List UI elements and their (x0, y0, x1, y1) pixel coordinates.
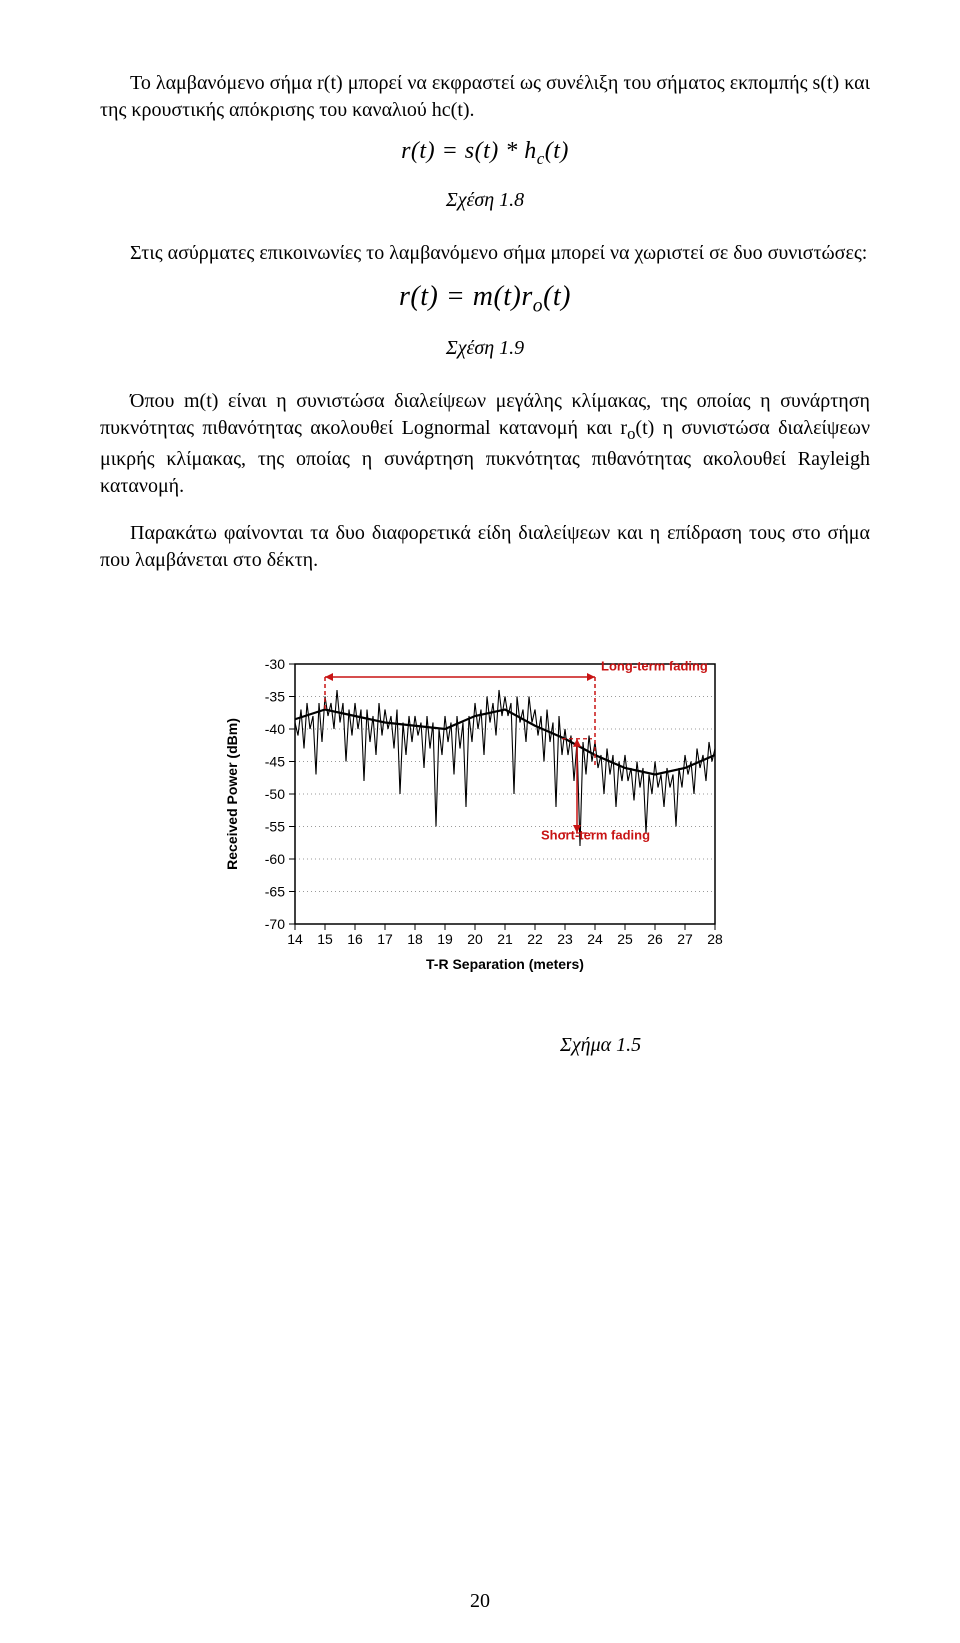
eq1-main: r(t) = s(t) * h (401, 138, 537, 164)
received-power-chart: -70 -65 -60 -55 -50 -45 -40 -35 -30 14 15 16 17 18 19 2… (215, 634, 755, 1014)
page-container: Το λαμβανόμενο σήμα r(t) μπορεί να εκφρα… (0, 0, 960, 1643)
svg-text:-35: -35 (265, 688, 285, 704)
eq2-main: r(t) = m(t)r (399, 281, 533, 312)
figure-wrap: -70 -65 -60 -55 -50 -45 -40 -35 -30 14 15 16 17 18 19 2… (100, 634, 870, 1014)
svg-text:26: 26 (647, 931, 663, 947)
eq1-tail: (t) (545, 138, 569, 164)
svg-text:Received Power (dBm): Received Power (dBm) (224, 718, 240, 870)
svg-text:Long-term fading: Long-term fading (601, 658, 708, 673)
svg-text:Short-term fading: Short-term fading (541, 827, 650, 842)
svg-text:20: 20 (467, 931, 483, 947)
eq2-sub: o (533, 295, 543, 316)
figure-caption: Σχήμα 1.5 (560, 1034, 870, 1057)
svg-text:18: 18 (407, 931, 423, 947)
svg-text:15: 15 (317, 931, 333, 947)
svg-text:-60: -60 (265, 851, 285, 867)
svg-text:-65: -65 (265, 883, 285, 899)
eq2-tail: (t) (543, 281, 571, 312)
svg-text:17: 17 (377, 931, 393, 947)
page-number: 20 (0, 1590, 960, 1613)
paragraph-3b: Παρακάτω φαίνονται τα δυο διαφορετικά εί… (100, 520, 870, 574)
svg-text:24: 24 (587, 931, 603, 947)
paragraph-2: Στις ασύρματες επικοινωνίες το λαμβανόμε… (100, 240, 870, 267)
svg-text:19: 19 (437, 931, 453, 947)
svg-text:23: 23 (557, 931, 573, 947)
svg-text:22: 22 (527, 931, 543, 947)
svg-text:14: 14 (287, 931, 303, 947)
svg-text:T-R Separation (meters): T-R Separation (meters) (426, 956, 584, 972)
eq1-sub: c (537, 149, 545, 168)
svg-text:21: 21 (497, 931, 513, 947)
svg-text:-45: -45 (265, 753, 285, 769)
svg-text:25: 25 (617, 931, 633, 947)
caption-eq1: Σχέση 1.8 (100, 189, 870, 212)
svg-text:-30: -30 (265, 656, 285, 672)
svg-text:16: 16 (347, 931, 363, 947)
paragraph-3a: Όπου m(t) είναι η συνιστώσα διαλείψεων μ… (100, 388, 870, 500)
equation-2: r(t) = m(t)ro(t) (100, 281, 870, 318)
svg-text:-40: -40 (265, 721, 285, 737)
svg-text:27: 27 (677, 931, 693, 947)
equation-1: r(t) = s(t) * hc(t) (100, 138, 870, 169)
svg-text:-70: -70 (265, 916, 285, 932)
paragraph-1: Το λαμβανόμενο σήμα r(t) μπορεί να εκφρα… (100, 70, 870, 124)
caption-eq2: Σχέση 1.9 (100, 337, 870, 360)
svg-text:-55: -55 (265, 818, 285, 834)
svg-text:28: 28 (707, 931, 723, 947)
svg-text:-50: -50 (265, 786, 285, 802)
